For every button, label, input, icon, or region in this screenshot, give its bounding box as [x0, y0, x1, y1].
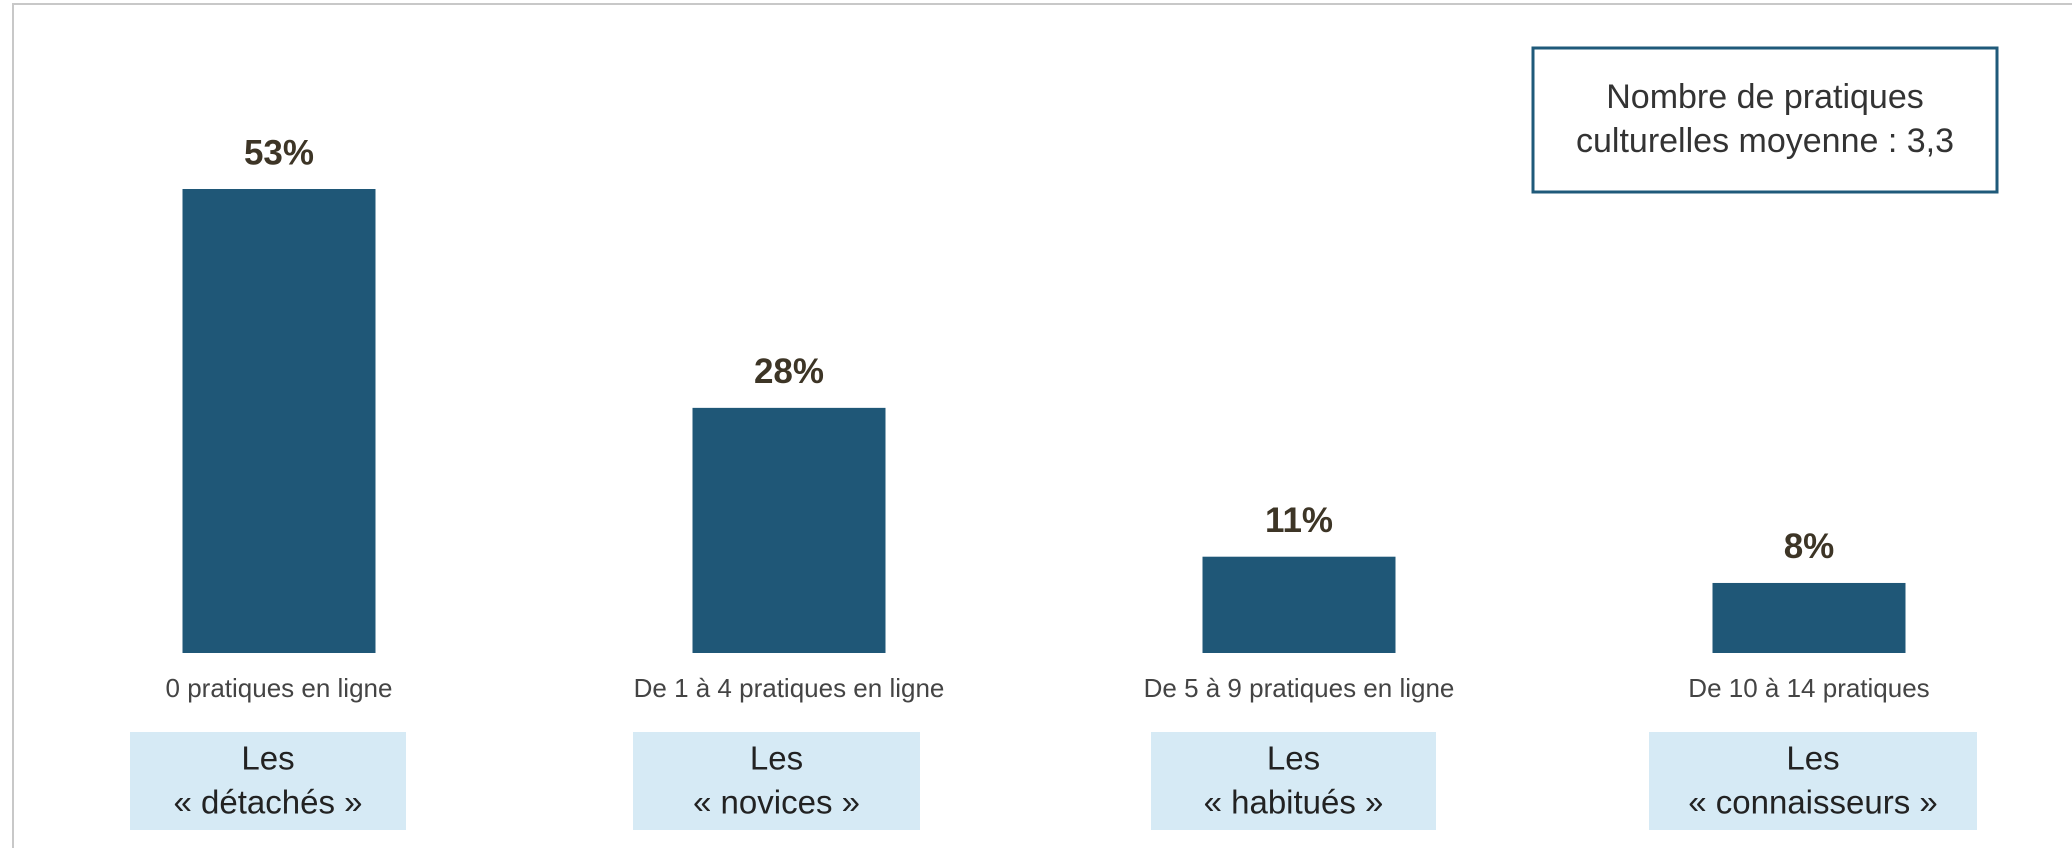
annotation: culturelles moyenne : 3,3: [1576, 122, 1954, 160]
x-tick-label: De 5 à 9 pratiques en ligne: [1144, 673, 1455, 703]
group-box: [1151, 732, 1436, 830]
frame: [12, 3, 2072, 848]
annotation-box: [1531, 46, 1999, 194]
bar: [692, 407, 886, 653]
bar: [182, 189, 376, 653]
group-box: [633, 732, 920, 830]
group-label: « habitués »: [1204, 784, 1384, 821]
bar: [1712, 582, 1906, 653]
value-label: 8%: [1784, 527, 1835, 566]
x-tick-label: De 1 à 4 pratiques en ligne: [634, 673, 945, 703]
group-label: Les: [1267, 740, 1320, 777]
group-label: Les: [750, 740, 803, 777]
group-box: [1649, 732, 1977, 830]
group-label: « novices »: [693, 784, 860, 821]
group-label: Les: [241, 740, 294, 777]
group-box: [130, 732, 406, 830]
annotation: Nombre de pratiques: [1606, 78, 1924, 116]
value-label: 11%: [1265, 501, 1333, 540]
x-tick-label: De 10 à 14 pratiques: [1688, 673, 1929, 703]
x-tick-label: 0 pratiques en ligne: [166, 673, 393, 703]
bar: [1202, 556, 1396, 653]
group-label: Les: [1786, 740, 1839, 777]
value-label: 53%: [244, 133, 314, 172]
group-label: « détachés »: [174, 784, 363, 821]
group-label: « connaisseurs »: [1688, 784, 1937, 821]
value-label: 28%: [754, 352, 824, 391]
